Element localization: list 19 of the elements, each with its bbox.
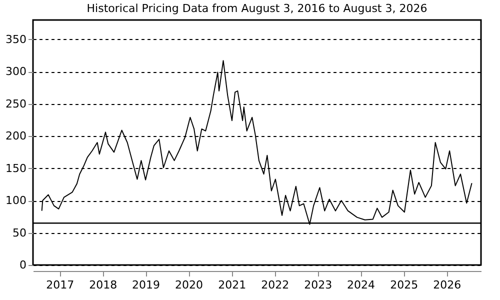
x-tick-label: 2017 (46, 278, 74, 292)
y-tick-label: 350 (6, 32, 26, 46)
y-tick-label: 250 (6, 97, 26, 110)
x-tick-label: 2019 (132, 278, 160, 292)
x-tick-label: 2022 (261, 278, 290, 292)
x-tick-label: 2018 (89, 278, 118, 292)
chart-title: Historical Pricing Data from August 3, 2016 to August 3, 2026 (86, 2, 428, 15)
y-tick-label: 200 (6, 130, 26, 143)
x-tick-label: 2020 (175, 278, 204, 292)
x-tick-label: 2023 (304, 278, 332, 292)
x-tick-label: 2021 (218, 278, 246, 292)
y-tick-label: 150 (6, 162, 26, 175)
y-tick-label: 100 (6, 194, 26, 208)
y-tick-label: 300 (6, 65, 26, 78)
x-tick-label: 2024 (347, 278, 376, 292)
x-tick-label: 2026 (433, 278, 462, 292)
y-tick-label: 50 (12, 226, 26, 240)
x-tick-label: 2025 (390, 278, 418, 292)
y-tick-label: 0 (20, 258, 26, 272)
